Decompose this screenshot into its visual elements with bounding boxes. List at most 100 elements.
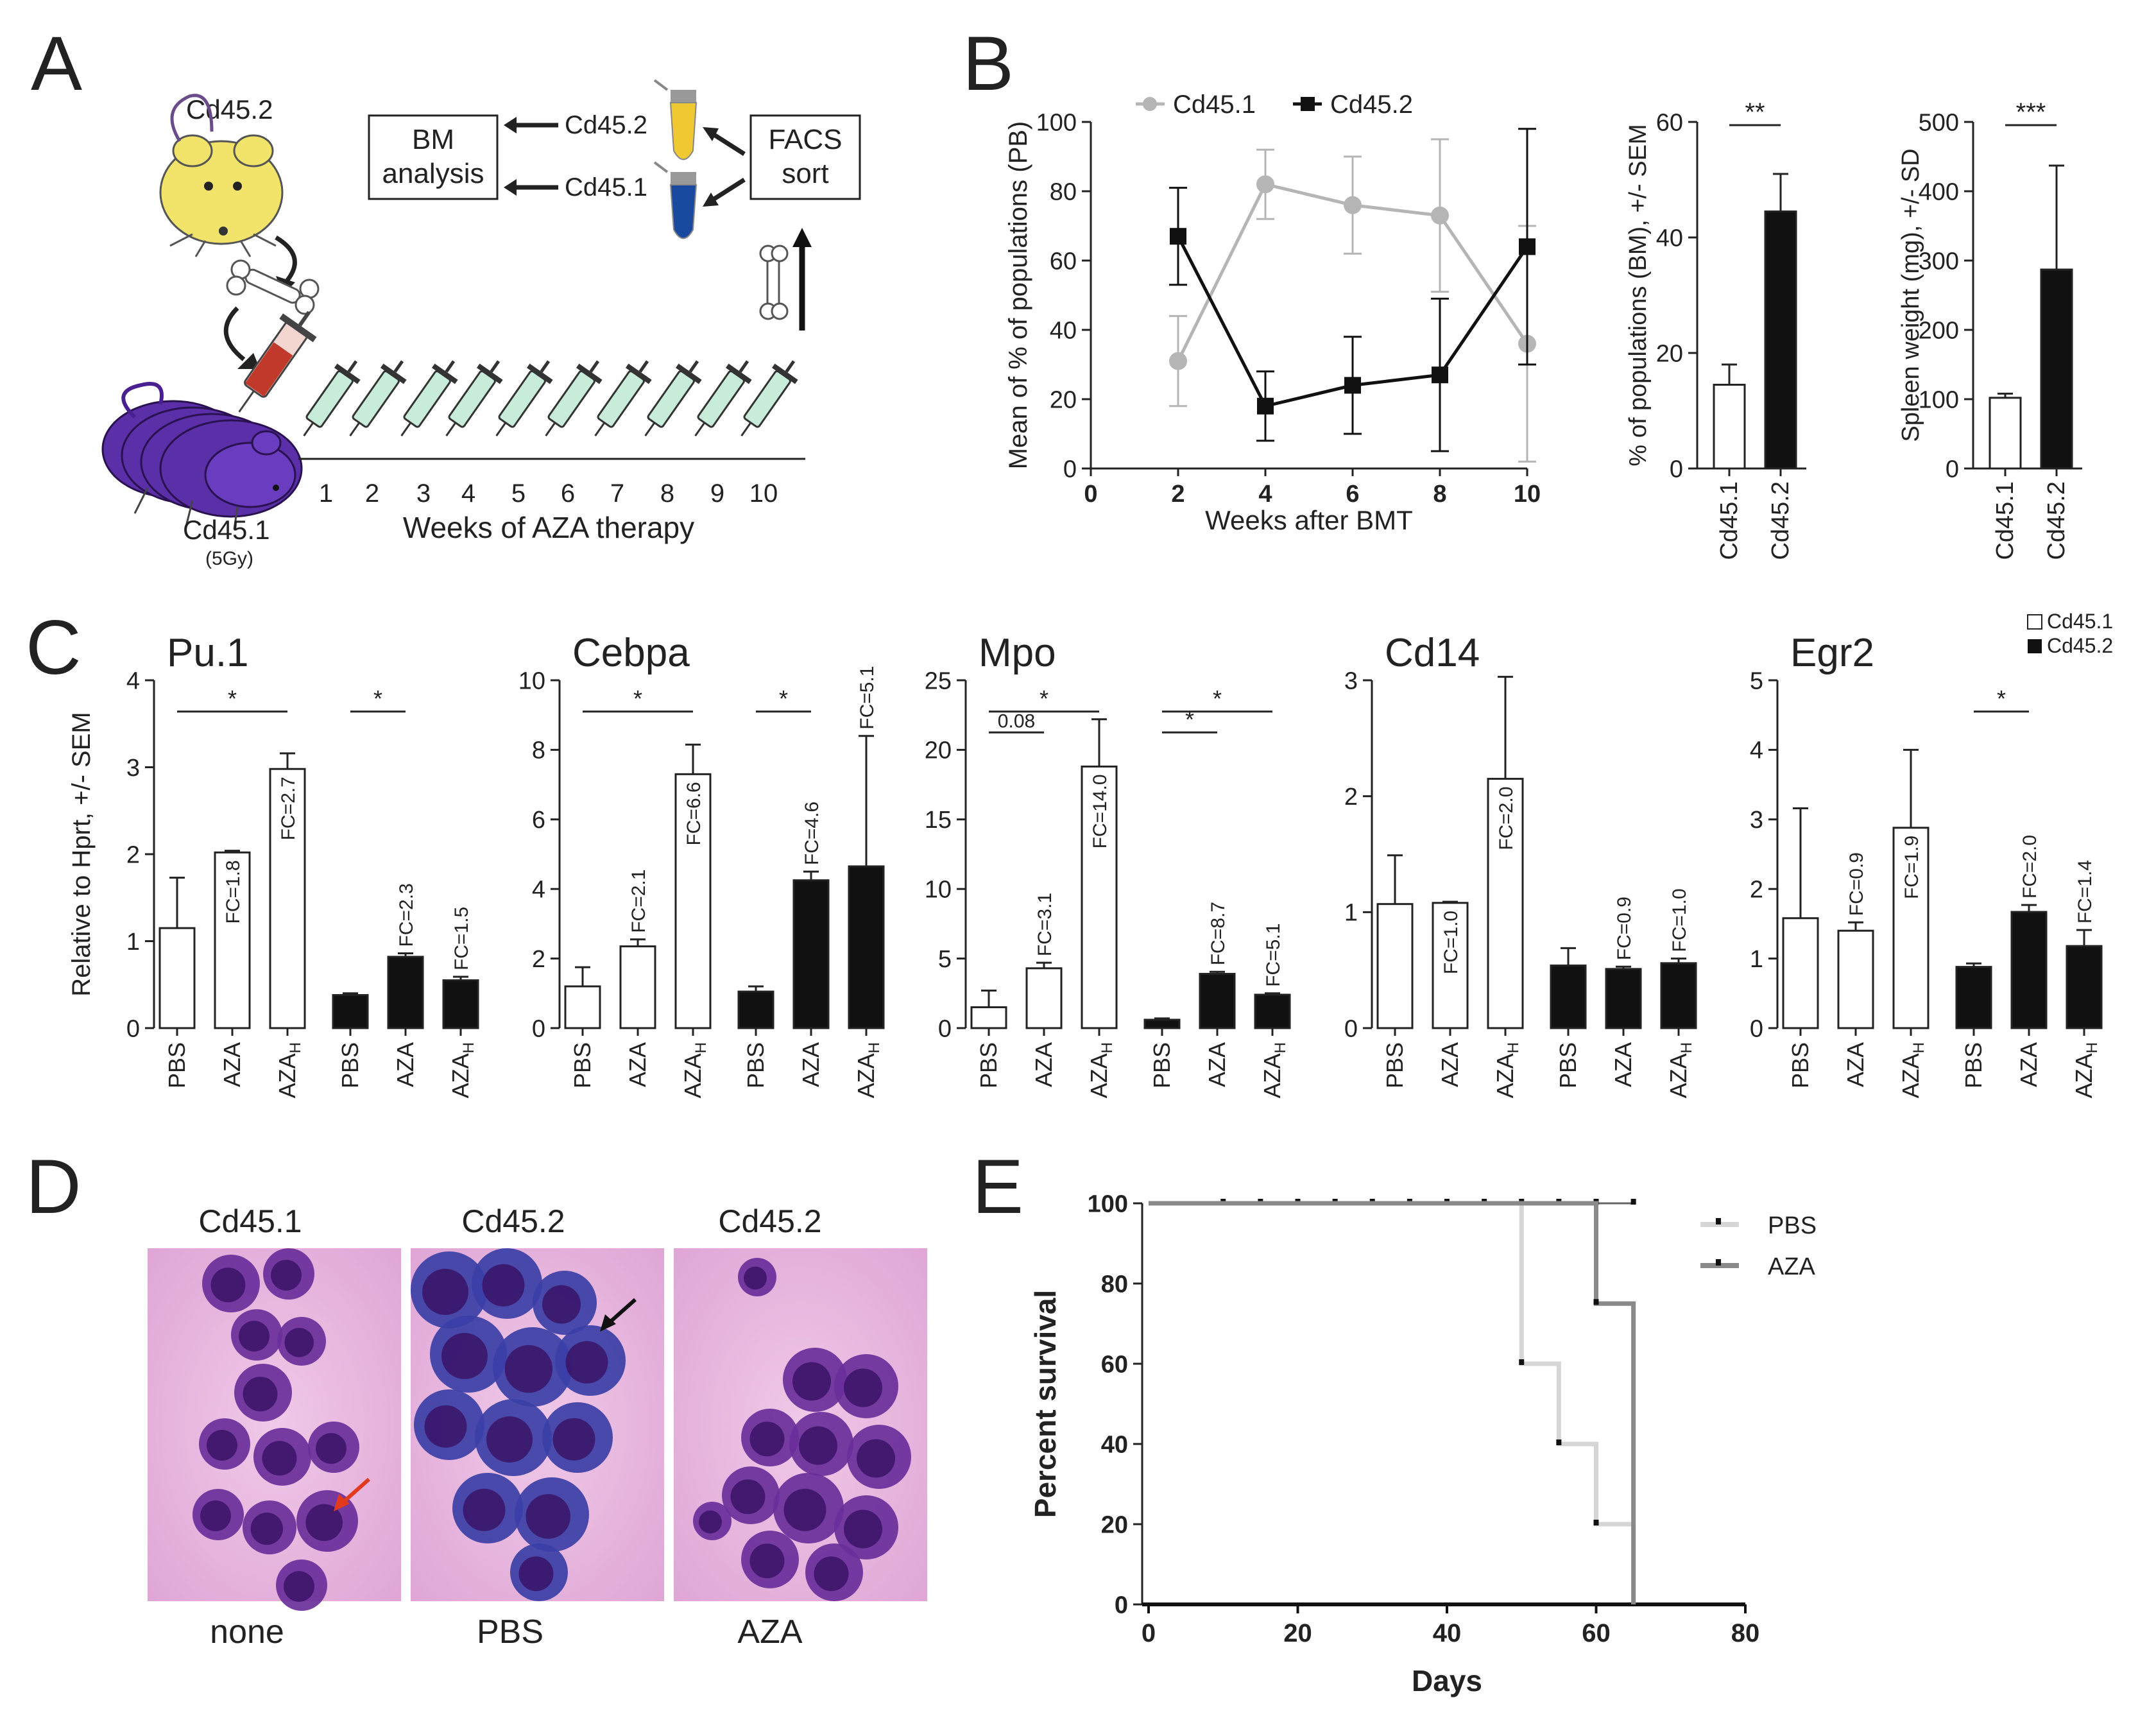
y-tick-label: 3 [1750, 807, 1763, 834]
syringe-needle [303, 422, 314, 437]
fc-label: FC=1.0 [1669, 888, 1690, 952]
chart-spleen-weight: 0 100 200 300 400 500 Cd45.1 Cd45.2 *** Spleen we… [1897, 98, 2082, 560]
fc-label: FC=2.0 [2019, 835, 2041, 898]
x-tick-label: AZA [1610, 1042, 1636, 1087]
category-name: PBS [1382, 1042, 1408, 1088]
bar-cd45-2 [2040, 268, 2073, 470]
y-tick-label: 60 [1050, 248, 1077, 275]
bar [1254, 993, 1291, 1029]
y-tick-label: 2 [1750, 877, 1763, 904]
syringe-icon [349, 360, 407, 437]
syringe-barrel [647, 370, 695, 428]
x-tick-label: AZA [1437, 1042, 1463, 1087]
cell-nucleus [844, 1368, 882, 1407]
significance-label: * [633, 685, 642, 712]
cell-nucleus [422, 1269, 468, 1315]
bar [1487, 778, 1524, 1029]
bm-box-line1: BM [412, 124, 454, 155]
fc-label: FC=2.3 [396, 883, 417, 947]
syringe-icon [495, 360, 553, 437]
syringe-barrel [403, 370, 451, 428]
panel-letter-b: B [963, 21, 1014, 107]
bar [737, 990, 774, 1029]
syringe-icon [238, 311, 317, 413]
arrow-icon [223, 306, 246, 361]
syringe-icon [545, 360, 603, 437]
syringe-icon [644, 360, 702, 437]
category-name: PBS [742, 1042, 769, 1088]
cell-nucleus [730, 1479, 766, 1515]
arrow-icon [708, 178, 746, 204]
cell-nucleus [486, 1416, 533, 1463]
category-subscript: H [1272, 1042, 1289, 1053]
bar [2066, 945, 2103, 1029]
fc-label: FC=5.1 [1263, 923, 1284, 987]
cell-nucleus [857, 1439, 895, 1478]
bar [214, 851, 251, 1029]
syringe-barrel [352, 370, 400, 428]
y-tick-label: 20 [925, 737, 952, 764]
y-tick-label: 40 [1101, 1431, 1128, 1458]
y-tick-label: 1 [1344, 900, 1358, 927]
category-name: AZA [447, 1053, 474, 1098]
y-tick-label: 0 [1115, 1592, 1128, 1619]
category-name: AZA [1842, 1042, 1869, 1087]
bm-box-line2: analysis [382, 158, 484, 189]
x-tick-label: AZAH [447, 1042, 477, 1098]
chart-title: Egr2 [1790, 631, 1874, 675]
data-point [1169, 352, 1187, 370]
x-tick-label: PBS [1382, 1042, 1408, 1088]
syringe-row [303, 360, 798, 437]
panel-letter-d: D [26, 1144, 81, 1230]
category-name: AZA [1259, 1053, 1285, 1098]
bar [1955, 966, 1992, 1029]
fc-label: FC=1.5 [451, 907, 472, 970]
y-tick-label: 15 [925, 807, 952, 834]
x-tick-label: 20 [1283, 1619, 1312, 1647]
cell-nucleus [526, 1494, 570, 1539]
x-tick-label: Cd45.2 [2043, 481, 2070, 560]
y-tick-label: 20 [1050, 386, 1077, 413]
facs-line1: FACS [769, 124, 843, 155]
x-tick-label: 6 [1346, 481, 1359, 508]
legend-marker-cd45-2 [1301, 97, 1315, 111]
syringe-needle [594, 422, 606, 437]
cell-nucleus [565, 1341, 608, 1384]
bar [848, 865, 885, 1029]
y-tick-label: 2 [1344, 784, 1358, 811]
donor-label: Cd45.2 [186, 94, 273, 125]
category-name: AZA [624, 1042, 651, 1087]
y-tick-label: 3 [126, 755, 140, 782]
panel-e: 0 20 40 60 80 100 0 20 40 60 80 Days Percent surviva… [1029, 1190, 1817, 1697]
syringe-plunger [785, 360, 796, 373]
category-name: PBS [1787, 1042, 1813, 1088]
y-tick-label: 3 [1344, 667, 1358, 694]
y-tick-label: 4 [126, 667, 140, 694]
syringe-plunger [445, 360, 456, 373]
syringe-barrel [547, 370, 595, 428]
syringe-flange [725, 363, 752, 384]
fc-label: FC=1.0 [1441, 911, 1462, 974]
y-axis-label: Relative to Hprt, +/- SEM [67, 712, 96, 996]
bar [1660, 962, 1697, 1029]
syringe-icon [400, 360, 458, 437]
bar-cd45-2 [1764, 210, 1797, 470]
significance-label: * [373, 685, 382, 712]
week-number: 2 [365, 479, 379, 508]
chart-title: Cd14 [1385, 631, 1480, 675]
y-tick-label: 10 [518, 667, 545, 694]
x-tick-label: 80 [1731, 1619, 1760, 1647]
bar [1432, 902, 1469, 1029]
data-point [1519, 238, 1536, 255]
legend-label-cd45-2: Cd45.2 [2047, 634, 2113, 657]
y-axis-label: Mean of % of populations (PB) [1004, 121, 1032, 470]
bar [269, 768, 306, 1029]
censor-mark [1593, 1299, 1599, 1305]
y-tick-label: 200 [1919, 317, 1959, 344]
y-tick-label: 100 [1088, 1190, 1128, 1217]
cell-nucleus [844, 1509, 882, 1549]
x-tick-label: 60 [1582, 1619, 1611, 1647]
x-tick-label: 0 [1084, 481, 1097, 508]
legend-marker-pbs [1716, 1218, 1721, 1224]
